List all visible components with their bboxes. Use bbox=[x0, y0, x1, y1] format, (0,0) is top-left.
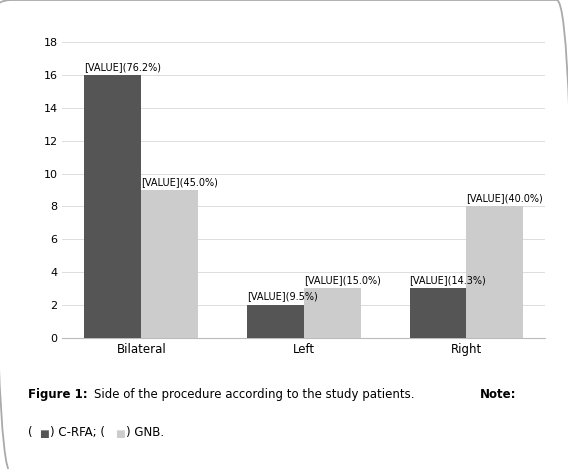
Text: Figure 1:: Figure 1: bbox=[28, 388, 88, 401]
Text: [VALUE](40.0%): [VALUE](40.0%) bbox=[466, 193, 543, 203]
Text: ■: ■ bbox=[115, 429, 124, 439]
Bar bbox=[410, 288, 466, 338]
Text: ) C-RFA; (: ) C-RFA; ( bbox=[50, 425, 105, 439]
Text: (: ( bbox=[28, 425, 33, 439]
Text: Note:: Note: bbox=[480, 388, 516, 401]
Text: [VALUE](76.2%): [VALUE](76.2%) bbox=[85, 62, 161, 72]
Text: [VALUE](9.5%): [VALUE](9.5%) bbox=[247, 292, 318, 302]
Text: [VALUE](45.0%): [VALUE](45.0%) bbox=[141, 177, 218, 187]
Bar bbox=[304, 288, 361, 338]
Text: ) GNB.: ) GNB. bbox=[126, 425, 164, 439]
Text: Side of the procedure according to the study patients.: Side of the procedure according to the s… bbox=[94, 388, 418, 401]
Bar bbox=[466, 206, 523, 338]
Text: [VALUE](14.3%): [VALUE](14.3%) bbox=[410, 275, 486, 285]
Text: ■: ■ bbox=[39, 429, 48, 439]
Bar bbox=[247, 305, 304, 338]
Bar bbox=[85, 75, 141, 338]
Bar bbox=[141, 190, 198, 338]
Text: [VALUE](15.0%): [VALUE](15.0%) bbox=[304, 275, 381, 285]
